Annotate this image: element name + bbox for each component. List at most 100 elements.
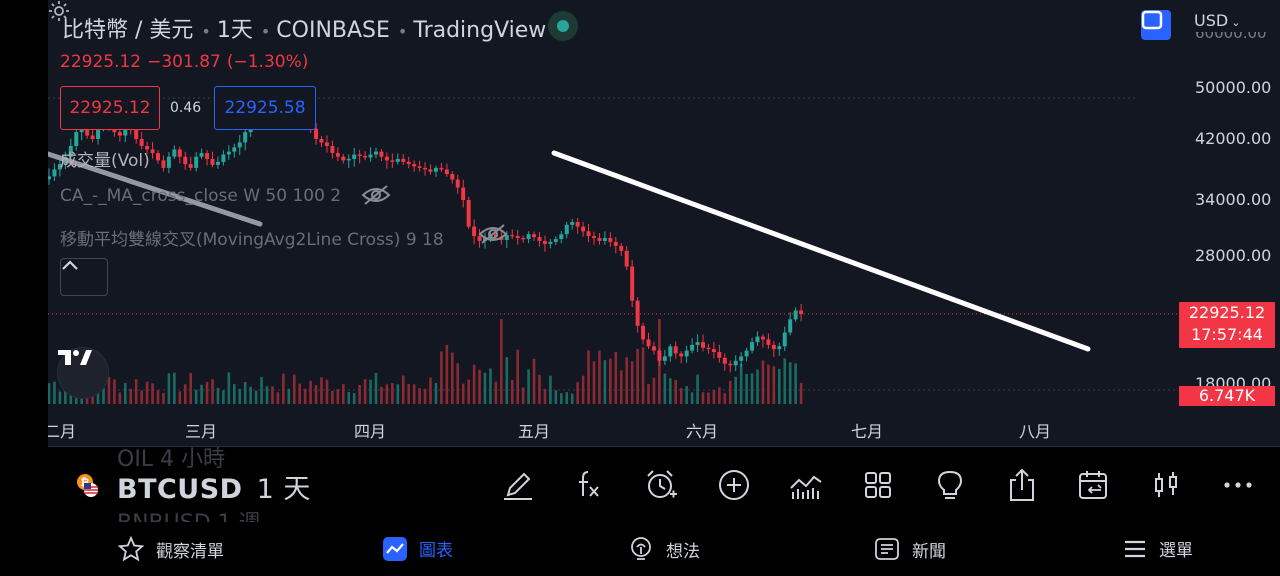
chart-type-button[interactable]	[1148, 467, 1184, 503]
price-change-pct: (−1.30%)	[226, 52, 309, 72]
volume-bar	[696, 374, 699, 404]
bottom-nav: 觀察清單 圖表 想法 新聞 選單	[0, 522, 1280, 576]
alert-button[interactable]	[643, 467, 679, 503]
ideas-button[interactable]	[932, 467, 968, 503]
gear-icon[interactable]	[48, 0, 70, 22]
volume-bar	[358, 384, 361, 404]
candle-body	[395, 158, 400, 162]
volume-bar	[538, 374, 541, 404]
volume-bar	[162, 392, 165, 404]
candle-body	[537, 237, 542, 241]
volume-bar	[254, 390, 258, 404]
volume-bar	[151, 383, 154, 404]
candle-body	[177, 149, 182, 157]
candle-body	[221, 154, 226, 162]
candle-body	[586, 231, 591, 237]
volume-bar	[701, 392, 705, 404]
volume-bar	[271, 386, 274, 404]
volume-bar	[140, 390, 143, 404]
sell-button[interactable]: 22925.12	[60, 86, 160, 130]
compare-button[interactable]	[788, 467, 824, 503]
candle-body	[428, 169, 433, 172]
volume-bar	[527, 369, 530, 404]
volume-bar	[124, 383, 127, 404]
candlestick-chart[interactable]	[48, 0, 1280, 446]
add-button[interactable]	[716, 467, 752, 503]
symbol-name-main[interactable]: BTCUSD 1 天	[117, 467, 311, 506]
tv-logo-icon	[58, 350, 92, 365]
prev-symbol[interactable]: OIL 4 小時	[117, 447, 226, 472]
layouts-button[interactable]	[860, 467, 896, 503]
volume-bar	[412, 384, 416, 404]
star-icon	[118, 536, 144, 562]
candle-body	[226, 151, 231, 155]
more-button[interactable]	[1220, 467, 1256, 503]
candle-body	[52, 169, 57, 177]
nav-news-label: 新聞	[912, 541, 946, 562]
nav-watchlist[interactable]: 觀察清單	[118, 536, 224, 562]
volume-bar	[429, 377, 432, 404]
price-axis-label: 42000.00	[1195, 129, 1272, 148]
nav-menu[interactable]: 選單	[1123, 536, 1193, 561]
collapse-legend-button[interactable]	[60, 258, 108, 296]
volume-bar	[303, 388, 307, 404]
indicator-ma-cross[interactable]: CA_-_MA_cross_close W 50 100 2	[60, 186, 342, 206]
candle-body	[739, 356, 744, 361]
candle-body	[755, 336, 760, 343]
currency-select[interactable]: USD ⌄	[1194, 11, 1240, 30]
volume-bar	[238, 388, 242, 404]
time-axis-label: 八月	[1019, 422, 1052, 441]
compare-icon	[790, 475, 822, 499]
indicator-volume[interactable]: 成交量(Vol)	[60, 151, 150, 171]
fullscreen-button[interactable]	[1141, 10, 1171, 40]
candle-body	[553, 238, 558, 242]
candle-body	[439, 167, 444, 170]
volume-bar	[434, 382, 438, 404]
chart-area[interactable]: 比特幣 / 美元 • 1天 • COINBASE • TradingView 22925.1…	[48, 0, 1280, 446]
volume-bar	[663, 373, 667, 404]
nav-ideas[interactable]: 想法	[628, 536, 700, 562]
volume-bar	[107, 376, 111, 404]
candle-body	[722, 357, 727, 364]
candle-body	[466, 200, 471, 227]
symbol-ticker: BTCUSD	[117, 474, 243, 505]
candle-body	[314, 128, 319, 139]
volume-bar	[560, 393, 563, 404]
volume-bar	[489, 368, 492, 404]
candle-body	[515, 236, 520, 239]
eye-off-icon[interactable]	[361, 184, 391, 206]
candle-body	[205, 153, 210, 159]
bar-countdown: 17:57:44	[1191, 325, 1263, 344]
candle-body	[706, 347, 711, 350]
candle-body	[352, 154, 357, 159]
buy-button[interactable]: 22925.58	[214, 86, 316, 130]
candle-body	[668, 346, 673, 357]
volume-bar	[614, 351, 618, 404]
symbol-title[interactable]: 比特幣 / 美元 • 1天 • COINBASE • TradingView	[62, 12, 546, 44]
volume-bar	[211, 379, 214, 404]
candle-body	[504, 235, 509, 240]
indicators-button[interactable]	[571, 467, 607, 503]
candle-body	[161, 160, 166, 168]
indicator-moving-avg-2line[interactable]: 移動平均雙線交叉(MovingAvg2Line Cross) 9 18	[60, 230, 444, 250]
replay-button[interactable]	[1076, 467, 1112, 503]
eye-off-icon[interactable]	[478, 223, 508, 245]
share-button[interactable]	[1004, 467, 1040, 503]
candle-body	[374, 151, 378, 155]
candle-body	[117, 132, 122, 136]
candle-body	[581, 226, 586, 232]
nav-news[interactable]: 新聞	[874, 536, 946, 562]
volume-bar	[598, 350, 601, 404]
volume-bar	[679, 388, 683, 404]
time-axis-label: 三月	[185, 422, 218, 441]
candle-body	[602, 238, 607, 241]
market-status-icon[interactable]	[548, 11, 578, 41]
nav-chart[interactable]: 圖表	[383, 536, 453, 561]
draw-tool-button[interactable]	[500, 467, 536, 503]
candle-body	[156, 153, 160, 161]
candle-body	[145, 145, 150, 150]
volume-bar	[260, 376, 263, 404]
tradingview-logo[interactable]	[58, 348, 108, 398]
volume-bar	[243, 381, 247, 404]
